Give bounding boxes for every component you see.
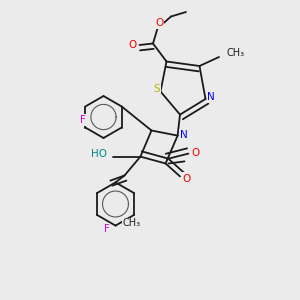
Text: O: O bbox=[182, 173, 190, 183]
Text: O: O bbox=[129, 40, 137, 50]
Text: N: N bbox=[207, 92, 215, 103]
Text: S: S bbox=[154, 84, 160, 94]
Text: O: O bbox=[182, 174, 191, 184]
Text: F: F bbox=[80, 115, 86, 125]
Text: CH₃: CH₃ bbox=[226, 48, 244, 59]
Text: HO: HO bbox=[91, 149, 107, 159]
Text: O: O bbox=[155, 18, 163, 28]
Text: O: O bbox=[191, 148, 199, 158]
Text: N: N bbox=[180, 130, 188, 140]
Text: CH₃: CH₃ bbox=[123, 218, 141, 228]
Text: F: F bbox=[103, 224, 109, 234]
